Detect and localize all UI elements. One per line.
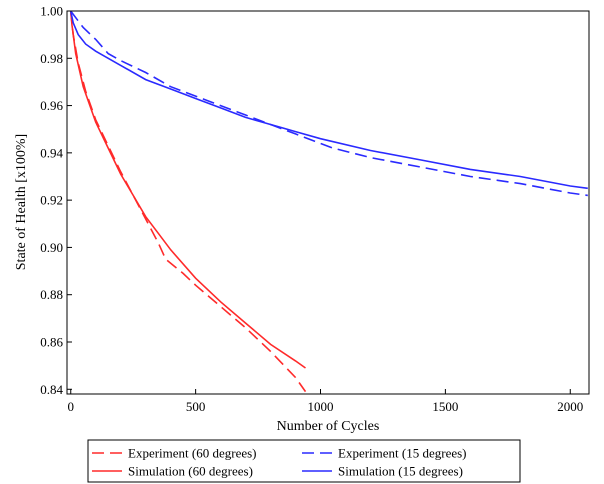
series-line-4 bbox=[69, 10, 588, 190]
plot-area: 0 500 1000 1500 2000 0.84 0.86 0.88 0.90 0.92 0.9… bbox=[40, 4, 590, 414]
legend-label: Experiment (60 degrees) bbox=[128, 446, 257, 461]
x-tick-label: 1500 bbox=[432, 399, 458, 414]
y-tick-label: 0.84 bbox=[40, 382, 63, 397]
legend-label: Simulation (15 degrees) bbox=[338, 464, 463, 479]
y-tick-label: 0.94 bbox=[40, 145, 63, 160]
x-tick-label: 2000 bbox=[557, 399, 583, 414]
y-tick-label: 0.92 bbox=[40, 193, 63, 208]
y-tick-label: 0.96 bbox=[40, 98, 63, 113]
x-tick-label: 500 bbox=[186, 399, 206, 414]
y-axis-title: State of Health [x100%] bbox=[14, 134, 29, 270]
x-tick-label: 0 bbox=[67, 399, 74, 414]
y-tick-label: 0.88 bbox=[40, 287, 63, 302]
y-tick-label: 1.00 bbox=[40, 4, 63, 19]
x-axis-title: Number of Cycles bbox=[277, 419, 380, 434]
y-tick-label: 0.86 bbox=[40, 334, 63, 349]
legend-box bbox=[87, 439, 521, 483]
legend: Experiment (60 degrees) Experiment (15 de… bbox=[87, 439, 521, 483]
series-line-3 bbox=[70, 10, 588, 197]
x-tick-label: 1000 bbox=[308, 399, 334, 414]
x-axis-ticks: 0 500 1000 1500 2000 bbox=[67, 389, 583, 414]
y-axis-ticks: 0.84 0.86 0.88 0.90 0.92 0.94 0.96 0.98 1.00 bbox=[40, 4, 72, 397]
series-line-1 bbox=[69, 10, 307, 393]
legend-entries: Experiment (60 degrees) Experiment (15 de… bbox=[92, 446, 467, 479]
series-line-2 bbox=[69, 10, 306, 369]
y-tick-label: 0.90 bbox=[40, 240, 63, 255]
legend-label: Simulation (60 degrees) bbox=[128, 464, 253, 479]
legend-label: Experiment (15 degrees) bbox=[338, 446, 467, 461]
series-layer bbox=[69, 10, 588, 393]
y-tick-label: 0.98 bbox=[40, 51, 63, 66]
plot-frame bbox=[66, 10, 590, 395]
